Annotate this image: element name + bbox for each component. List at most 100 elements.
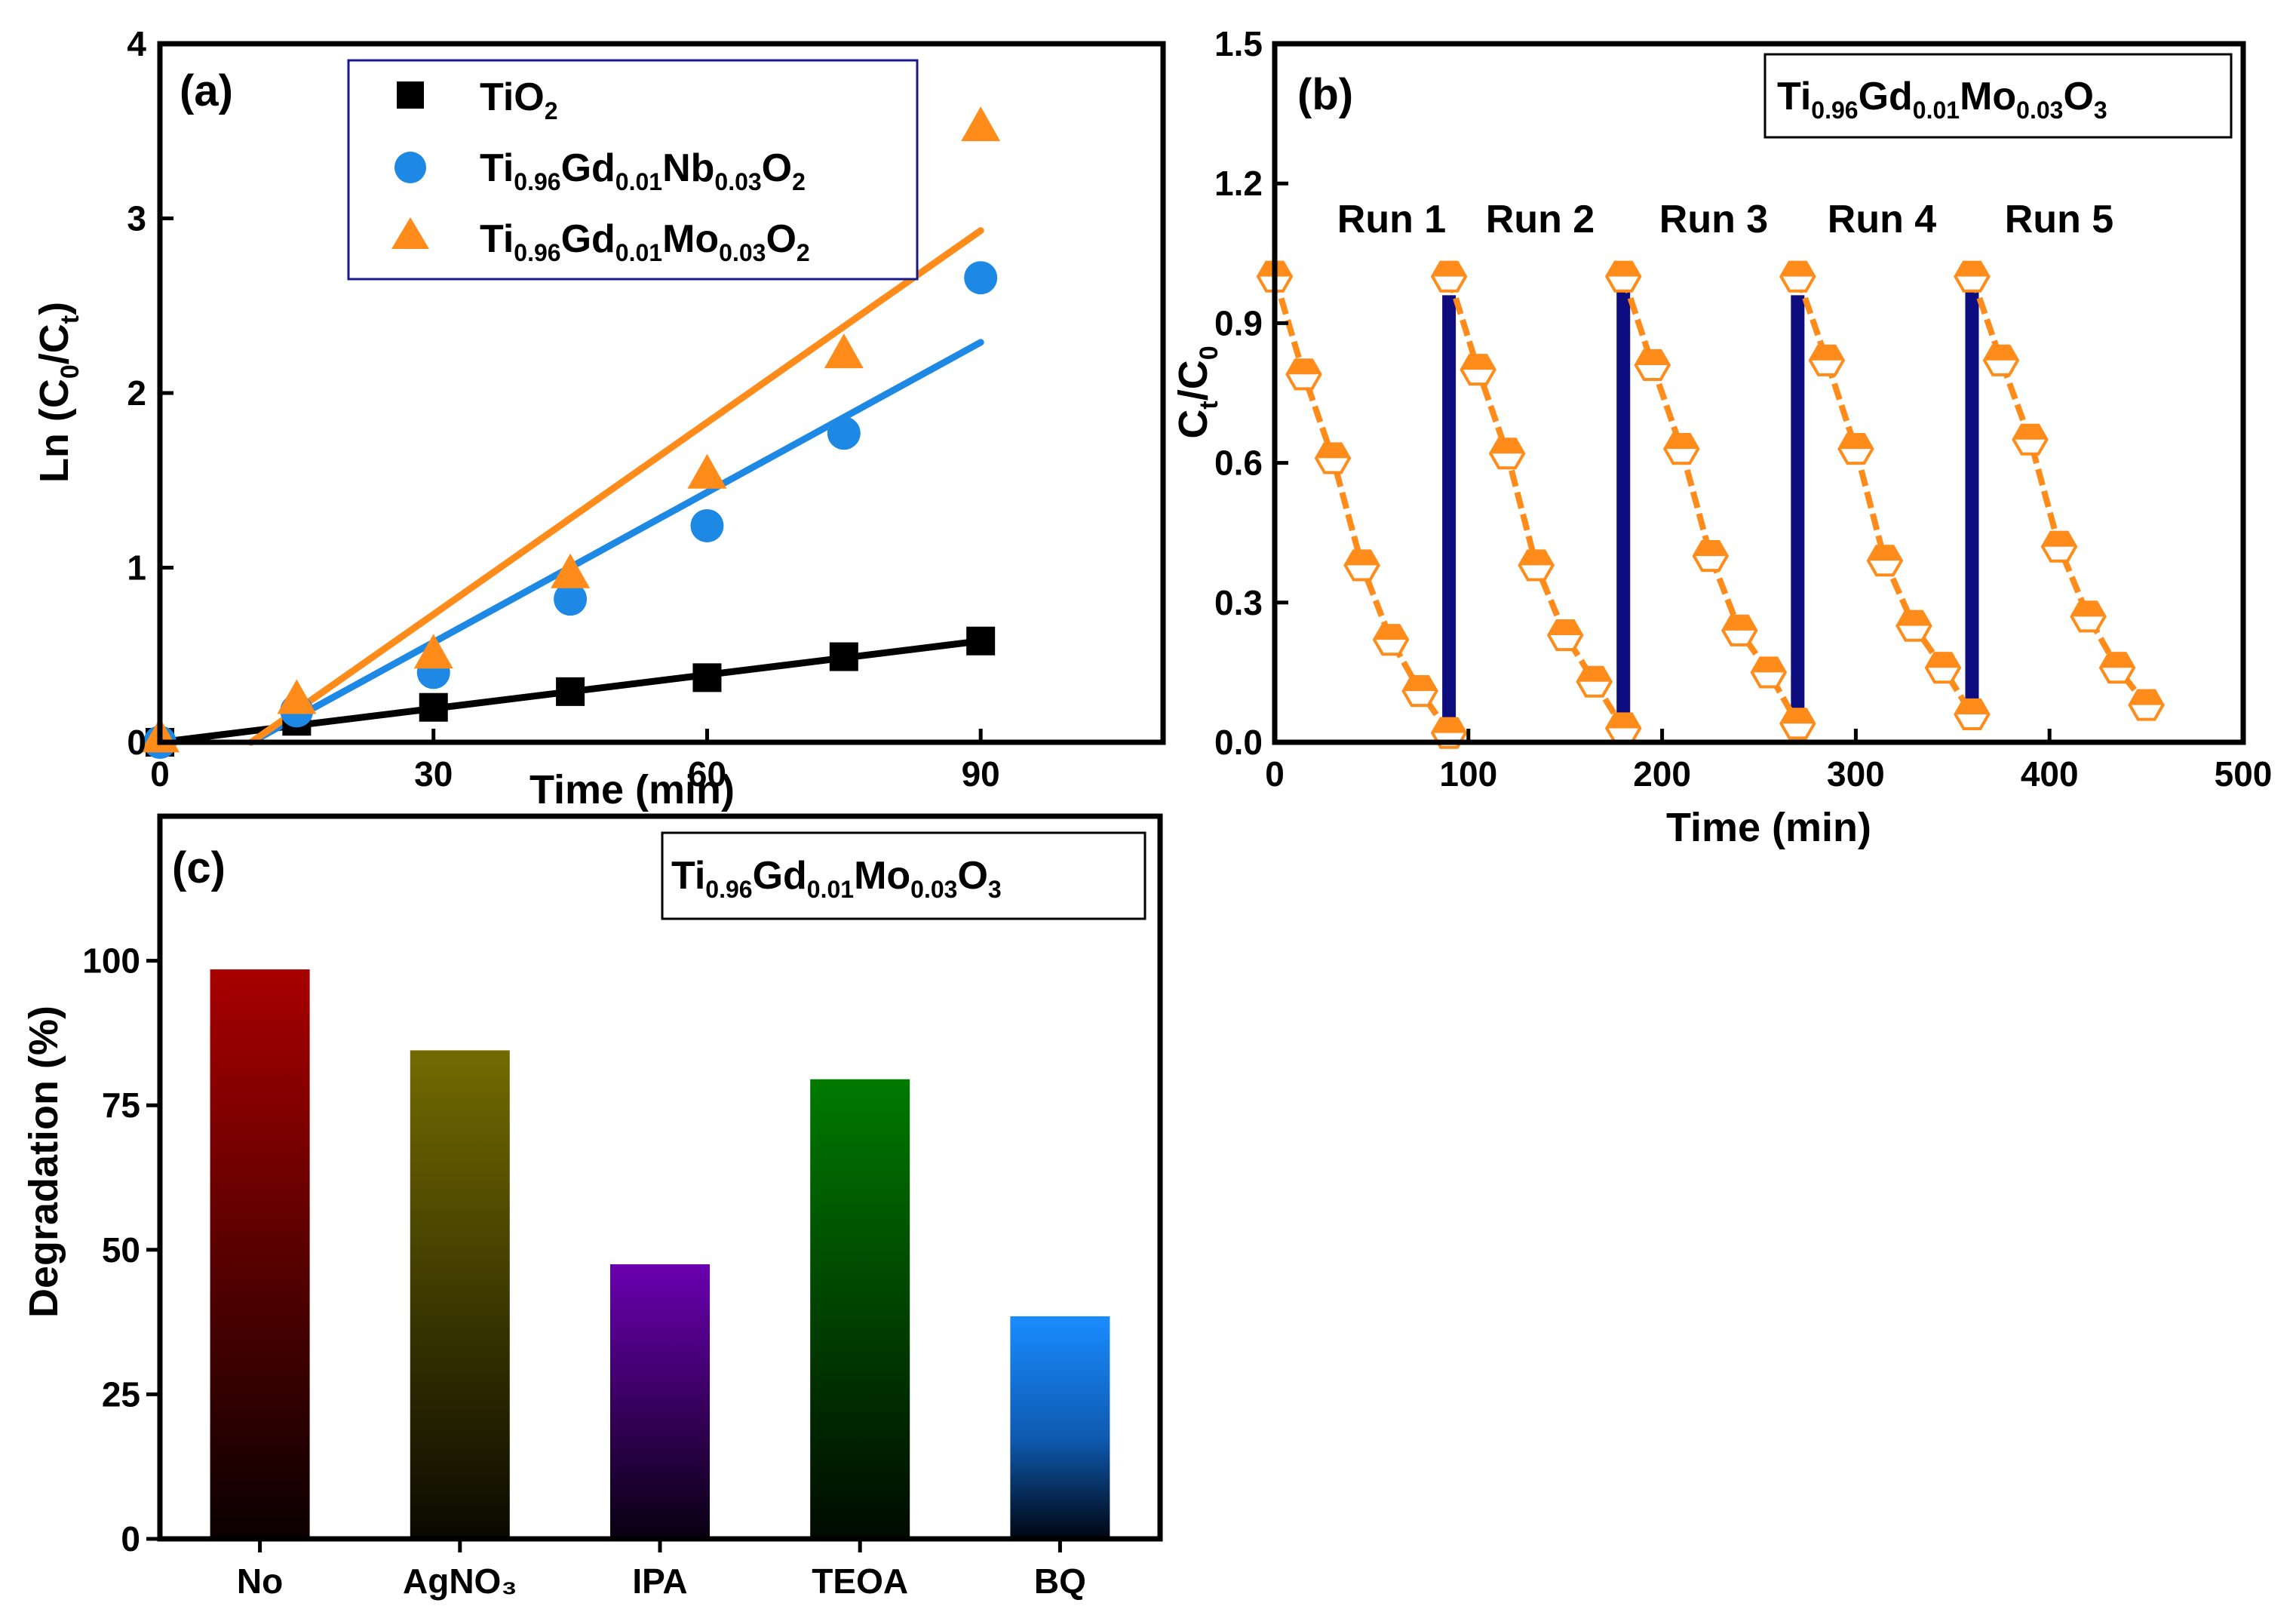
data-point-circle bbox=[827, 416, 861, 450]
run-separator-bar bbox=[1442, 295, 1456, 720]
data-point-hexagon-fill bbox=[1432, 718, 1466, 733]
data-point-hexagon-fill bbox=[1809, 345, 1843, 361]
bar bbox=[1010, 1316, 1110, 1539]
y-tick-label: 1.5 bbox=[1214, 24, 1263, 63]
data-point-square bbox=[692, 663, 722, 692]
data-point-hexagon-fill bbox=[1519, 551, 1553, 566]
y-tick-label: 75 bbox=[102, 1086, 140, 1125]
data-point-hexagon-fill bbox=[1723, 616, 1757, 631]
x-tick-label: BQ bbox=[1034, 1561, 1086, 1601]
data-point-hexagon-fill bbox=[1607, 714, 1641, 729]
panel-a-xticks: 0 30 60 90 bbox=[150, 729, 1000, 794]
panel-c-bars bbox=[210, 969, 1110, 1539]
panel-b-runlabels: Run 1 Run 2 Run 3 Run 4 Run 5 bbox=[1337, 198, 2113, 241]
legend-box bbox=[347, 59, 919, 281]
y-tick-label: 1 bbox=[127, 548, 146, 588]
data-point-square bbox=[556, 677, 585, 706]
data-point-hexagon-fill bbox=[2043, 532, 2077, 547]
data-point-circle bbox=[554, 582, 588, 616]
x-tick-label: 60 bbox=[688, 754, 726, 794]
run-label: Run 1 bbox=[1337, 198, 1446, 241]
x-tick-label: TEOA bbox=[812, 1561, 908, 1601]
y-tick-label: 0.0 bbox=[1214, 723, 1263, 762]
x-tick-label: 0 bbox=[1265, 754, 1285, 794]
panel-b-yticks: 0.0 0.3 0.6 0.9 1.2 1.5 bbox=[1214, 24, 1288, 762]
run-line bbox=[1794, 275, 1975, 717]
legend-marker-square bbox=[397, 81, 424, 109]
panel-c-annotation: Ti0.96Gd0.01Mo0.03O3 bbox=[671, 854, 1002, 903]
panel-c-xticks: No AgNO₃ IPA TEOA BQ bbox=[237, 1539, 1086, 1601]
run-separator-bar bbox=[1616, 290, 1631, 720]
data-point-hexagon-fill bbox=[1955, 699, 1989, 714]
legend-entry-nb: Ti0.96Gd0.01Nb0.03O2 bbox=[480, 146, 806, 195]
x-tick-label: 300 bbox=[1827, 754, 1885, 794]
run-line bbox=[1446, 275, 1626, 730]
data-point-hexagon-fill bbox=[1693, 542, 1727, 557]
run-separator-bar bbox=[1965, 290, 1979, 710]
data-point-hexagon-fill bbox=[1316, 444, 1350, 459]
y-tick-label: 0 bbox=[121, 1519, 140, 1558]
bar bbox=[610, 1264, 710, 1539]
panel-c-ylabel: Degradation (%) bbox=[21, 1006, 66, 1318]
run-line bbox=[1969, 275, 2149, 708]
y-tick-label: 0.3 bbox=[1214, 583, 1263, 622]
x-tick-label: 200 bbox=[1633, 754, 1691, 794]
panel-b-lines bbox=[1272, 275, 2149, 735]
x-tick-label: IPA bbox=[632, 1561, 687, 1601]
data-point-square bbox=[419, 692, 448, 722]
x-tick-label: No bbox=[237, 1561, 283, 1601]
x-tick-label: 500 bbox=[2215, 754, 2273, 794]
data-point-triangle bbox=[824, 333, 864, 369]
data-point-hexagon-fill bbox=[2013, 425, 2047, 440]
y-tick-label: 0.6 bbox=[1214, 444, 1263, 483]
data-point-hexagon-fill bbox=[1781, 709, 1815, 724]
x-tick-label: 30 bbox=[414, 754, 453, 794]
x-tick-label: 0 bbox=[150, 754, 170, 794]
y-tick-label: 50 bbox=[102, 1230, 140, 1270]
data-point-circle bbox=[964, 261, 998, 295]
legend-entry-tio2: TiO2 bbox=[480, 75, 558, 124]
data-point-hexagon-fill bbox=[1839, 435, 1873, 450]
panel-b-markers bbox=[1256, 260, 2165, 749]
data-point-circle bbox=[690, 508, 724, 542]
run-line bbox=[1272, 275, 1452, 735]
data-point-square bbox=[966, 626, 996, 656]
data-point-hexagon-fill bbox=[1461, 355, 1495, 370]
data-point-triangle bbox=[277, 679, 317, 714]
data-point-hexagon-fill bbox=[2101, 653, 2135, 668]
panel-a-ylabel: Ln (C0/Ct) bbox=[32, 302, 84, 483]
run-label: Run 5 bbox=[2005, 198, 2113, 241]
legend-marker-circle bbox=[394, 152, 426, 183]
data-point-square bbox=[829, 642, 858, 671]
panel-b-frame bbox=[1272, 41, 2246, 745]
panel-c-label: (c) bbox=[172, 843, 226, 892]
y-tick-label: 25 bbox=[102, 1374, 140, 1414]
data-point-hexagon-fill bbox=[2071, 602, 2105, 617]
panel-b-annotation-box bbox=[1763, 53, 2233, 139]
data-point-hexagon-fill bbox=[1577, 667, 1611, 682]
data-point-hexagon-fill bbox=[1287, 360, 1321, 375]
panel-c-yticks: 0 25 50 75 100 bbox=[82, 941, 160, 1558]
panel-b-separators bbox=[1442, 290, 1979, 720]
data-point-hexagon-fill bbox=[1897, 611, 1931, 626]
data-point-hexagon-fill bbox=[1345, 551, 1379, 566]
panel-b: 0.0 0.3 0.6 0.9 1.2 1.5 0 100 200 300 400 500 Run … bbox=[1171, 24, 2272, 850]
panel-c-annotation-box bbox=[661, 831, 1146, 920]
fit-line bbox=[247, 227, 984, 746]
data-point-hexagon-fill bbox=[1751, 658, 1785, 673]
data-point-hexagon-fill bbox=[1635, 350, 1669, 365]
x-tick-label: 100 bbox=[1439, 754, 1497, 794]
data-point-hexagon-fill bbox=[1665, 435, 1699, 450]
bar bbox=[210, 969, 310, 1539]
y-tick-label: 4 bbox=[127, 24, 146, 63]
x-tick-label: AgNO₃ bbox=[403, 1561, 517, 1601]
panel-a-legend: TiO2 Ti0.96Gd0.01Nb0.03O2 Ti0.96Gd0.01Mo… bbox=[347, 59, 919, 281]
data-point-hexagon-fill bbox=[1781, 262, 1815, 277]
bar bbox=[410, 1050, 510, 1539]
panel-b-annotation: Ti0.96Gd0.01Mo0.03O3 bbox=[1777, 75, 2107, 124]
y-tick-label: 3 bbox=[127, 199, 146, 238]
data-point-hexagon-fill bbox=[1549, 620, 1582, 636]
data-point-hexagon-fill bbox=[1868, 546, 1902, 561]
y-tick-label: 0 bbox=[127, 723, 146, 762]
